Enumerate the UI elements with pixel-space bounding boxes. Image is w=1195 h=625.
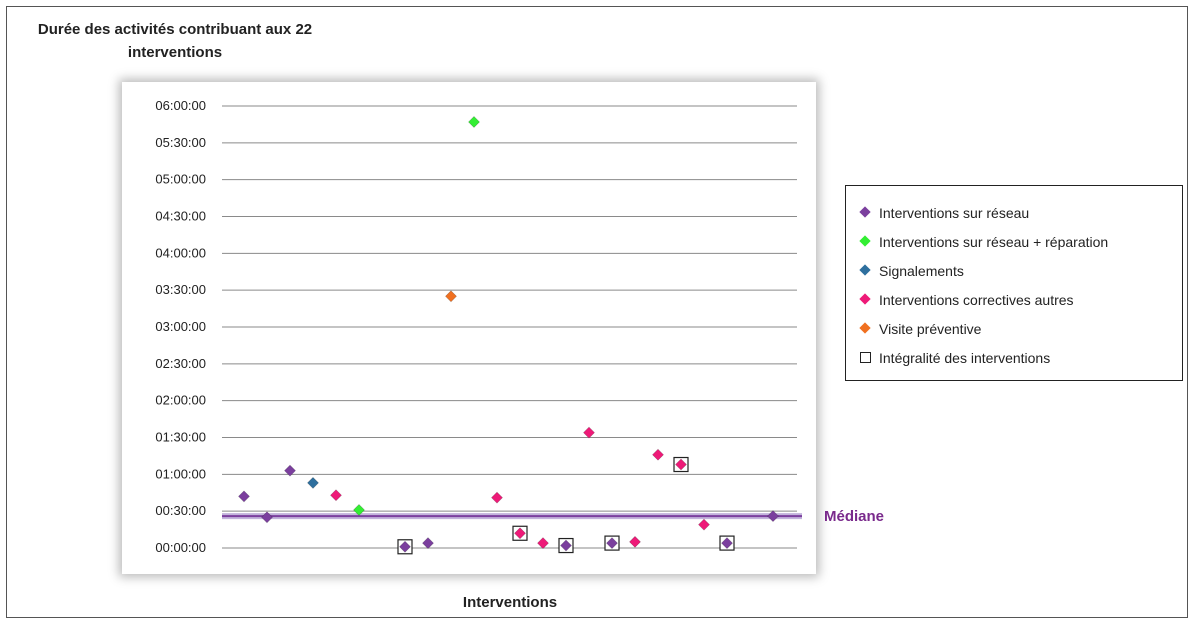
- legend-label: Interventions sur réseau: [879, 204, 1030, 221]
- chart-title: Durée des activités contribuant aux 22 i…: [37, 21, 313, 61]
- diamond-point: [698, 518, 710, 531]
- diamond-point: [238, 490, 250, 503]
- diamond-point: [652, 448, 664, 461]
- diamond-point: [675, 458, 687, 471]
- diamond-point: [353, 504, 365, 516]
- legend-label: Intégralité des interventions: [879, 349, 1051, 366]
- diamond-point: [514, 527, 526, 540]
- diamond-point: [583, 426, 595, 439]
- legend-item: Interventions sur réseau: [858, 198, 1182, 227]
- legend-marker: [858, 234, 873, 249]
- diamond-point: [537, 537, 549, 550]
- diamond-point: [445, 290, 457, 303]
- legend-marker: [858, 292, 873, 307]
- x-axis-label: Interventions: [462, 594, 558, 611]
- y-tick-label: 01:30:00: [155, 430, 206, 445]
- legend-item: Intégralité des interventions: [858, 343, 1182, 372]
- legend-marker: [858, 205, 873, 220]
- y-tick-label: 02:30:00: [155, 356, 206, 371]
- diamond-point: [606, 537, 618, 550]
- y-tick-label: 02:00:00: [155, 393, 206, 408]
- y-tick-label: 00:00:00: [155, 540, 206, 555]
- y-tick-label: 04:00:00: [155, 245, 206, 260]
- diamond-point: [399, 540, 411, 553]
- y-tick-label: 03:30:00: [155, 282, 206, 297]
- diamond-point: [491, 491, 503, 504]
- legend-item: Signalements: [858, 256, 1182, 285]
- y-tick-label: 04:30:00: [155, 209, 206, 224]
- diamond-point: [261, 511, 273, 524]
- y-tick-label: 05:30:00: [155, 135, 206, 150]
- y-tick-label: 01:00:00: [155, 466, 206, 481]
- diamond-point: [330, 489, 342, 502]
- diamond-point: [284, 464, 296, 477]
- diamond-point: [560, 539, 572, 552]
- legend-item: Visite préventive: [858, 314, 1182, 343]
- plot-area: [122, 82, 816, 574]
- legend-label: Signalements: [879, 262, 964, 279]
- median-label: Médiane: [824, 508, 885, 525]
- legend-marker: [858, 321, 873, 336]
- legend-label: Interventions sur réseau + réparation: [879, 233, 1109, 250]
- legend-item: Interventions correctives autres: [858, 285, 1182, 314]
- y-tick-label: 03:00:00: [155, 319, 206, 334]
- diamond-point: [468, 116, 480, 128]
- y-tick-label: 05:00:00: [155, 172, 206, 187]
- legend-label: Visite préventive: [879, 320, 982, 337]
- diamond-point: [767, 510, 779, 523]
- y-tick-label: 00:30:00: [155, 503, 206, 518]
- legend: Interventions sur réseau Interventions su…: [845, 185, 1183, 381]
- legend-marker: [858, 350, 873, 365]
- legend-label: Interventions correctives autres: [879, 291, 1074, 308]
- legend-marker: [858, 263, 873, 278]
- diamond-point: [422, 537, 434, 550]
- diamond-point: [721, 537, 733, 550]
- diamond-point: [629, 535, 641, 548]
- y-tick-label: 06:00:00: [155, 98, 206, 113]
- legend-item: Interventions sur réseau + réparation: [858, 227, 1182, 256]
- diamond-point: [307, 477, 319, 489]
